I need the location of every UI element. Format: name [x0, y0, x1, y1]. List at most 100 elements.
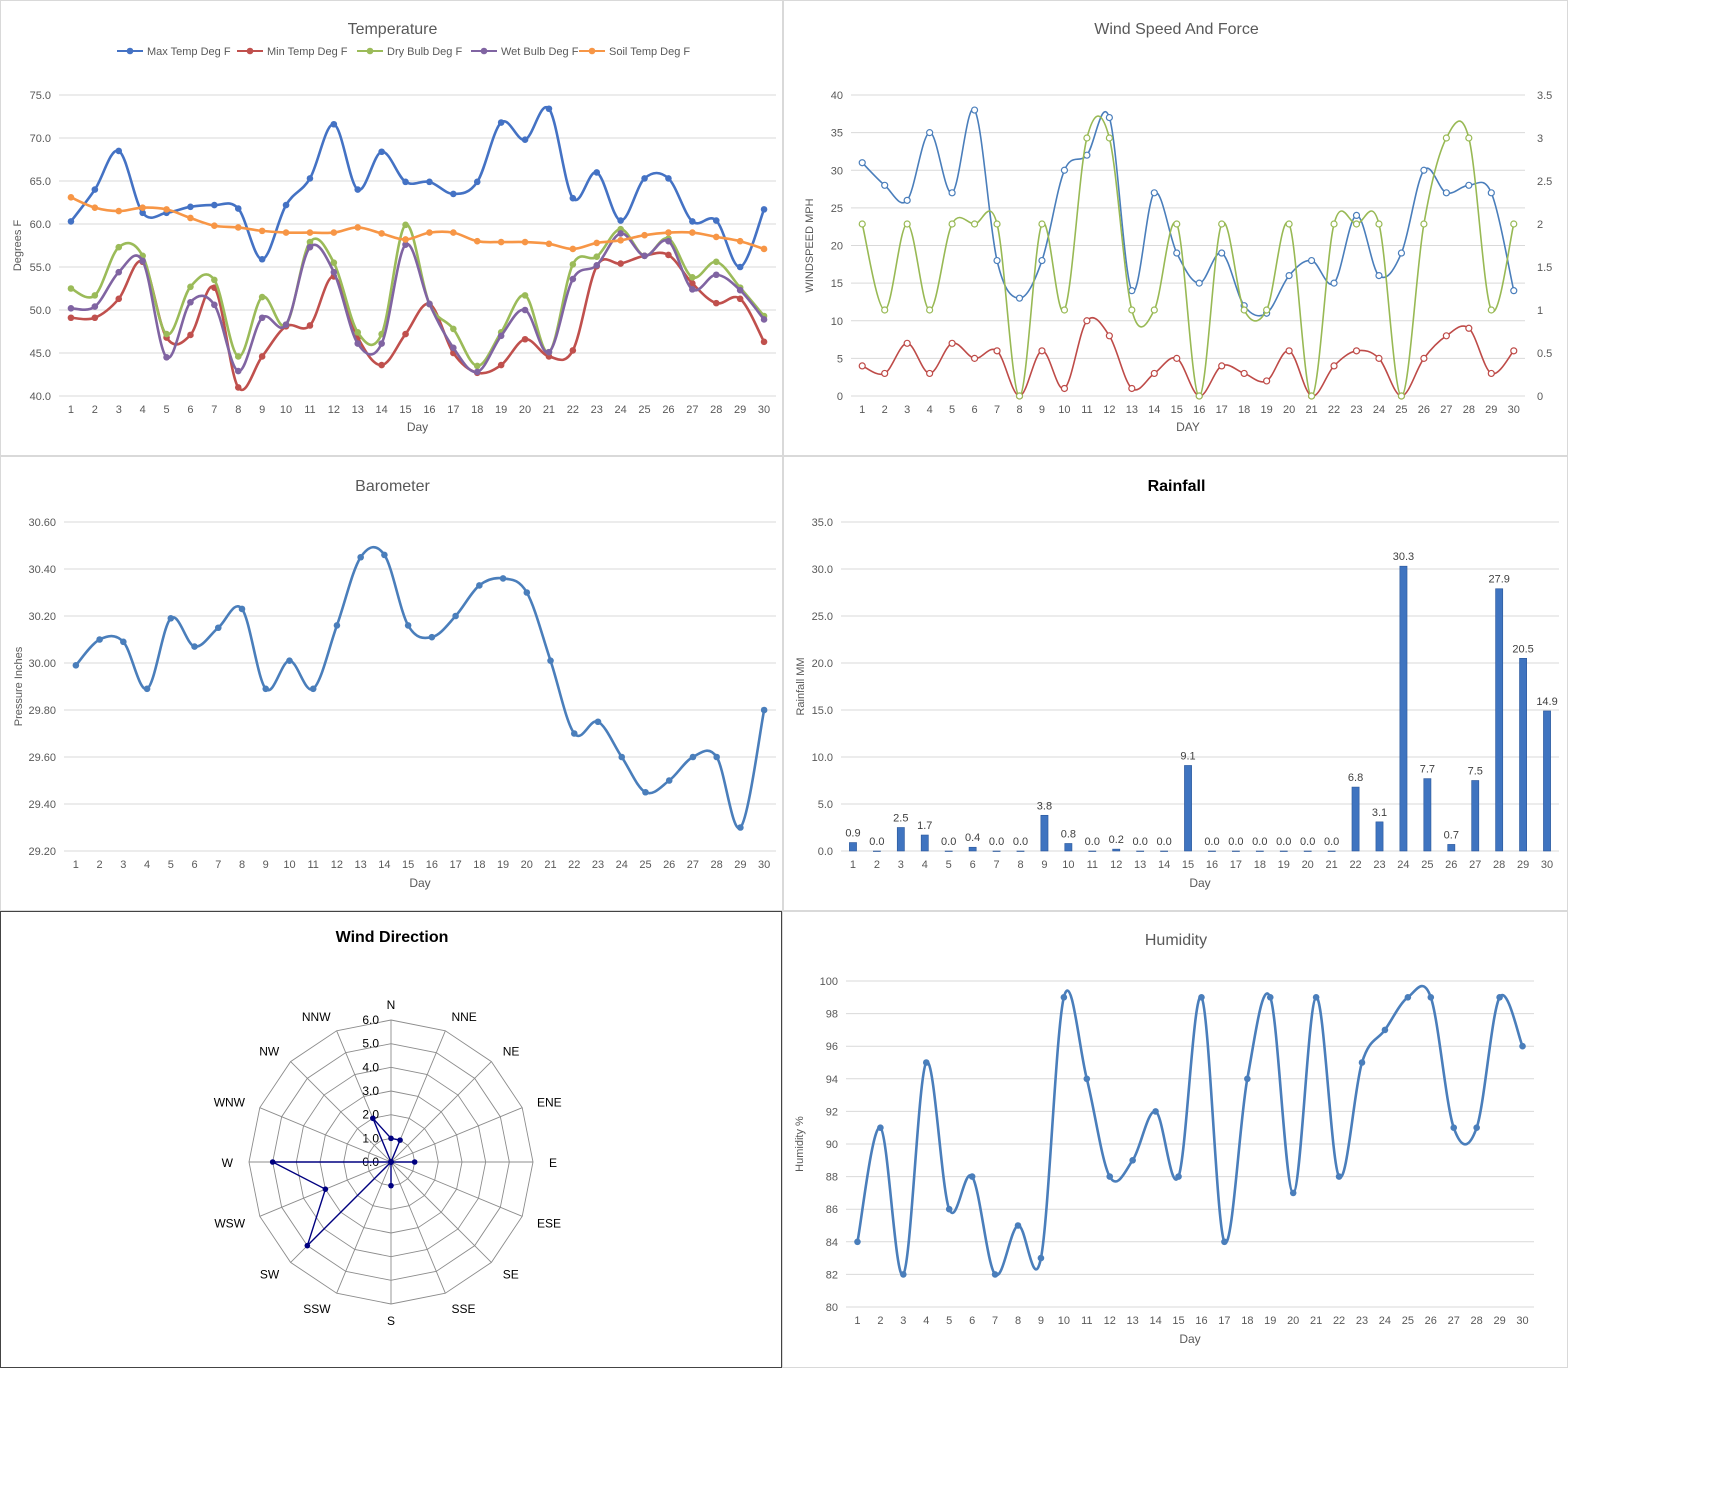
y-tick-label: 30.20	[28, 611, 56, 623]
data-label: 2.5	[893, 813, 908, 825]
chart-title: Temperature	[348, 21, 438, 38]
y-tick-label: 35.0	[812, 517, 833, 529]
category-label: N	[387, 998, 396, 1012]
y-tick-label: 65.0	[30, 176, 51, 188]
y-axis-title: Pressure Inches	[13, 646, 25, 726]
legend-marker	[480, 47, 488, 55]
data-point	[370, 1115, 376, 1122]
x-tick-label: 25	[1421, 859, 1433, 871]
category-label: E	[549, 1156, 557, 1170]
data-point	[948, 189, 956, 197]
data-point	[712, 299, 720, 307]
data-point	[926, 369, 934, 378]
data-point	[1381, 1026, 1389, 1034]
data-point	[1218, 249, 1226, 257]
data-point	[1152, 1108, 1159, 1115]
x-tick-label: 13	[352, 404, 364, 416]
data-point	[617, 230, 624, 237]
x-tick-label: 19	[1278, 859, 1290, 871]
data-point	[306, 175, 314, 182]
x-tick-label: 27	[1448, 1315, 1460, 1327]
data-point	[282, 321, 290, 328]
legend-label: Max Temp Deg F	[147, 46, 231, 58]
data-point	[970, 220, 979, 228]
data-point	[211, 222, 218, 230]
data-point	[618, 753, 626, 761]
bar	[1495, 588, 1504, 852]
x-tick-label: 6	[187, 404, 193, 416]
data-point	[545, 240, 553, 248]
x-tick-label: 7	[994, 859, 1000, 871]
data-point	[1420, 354, 1428, 362]
x-tick-label: 16	[423, 404, 435, 416]
y-axis-title: Humidity %	[794, 1116, 806, 1172]
data-point	[1240, 306, 1248, 314]
x-tick-label: 25	[639, 859, 651, 871]
data-point	[760, 338, 768, 346]
data-point	[1465, 134, 1473, 142]
data-point	[354, 186, 362, 193]
chart-title: Wind Direction	[336, 929, 449, 946]
data-label: 0.0	[1013, 836, 1028, 848]
x-tick-label: 11	[1081, 1315, 1092, 1327]
data-point	[736, 237, 744, 245]
x-tick-label: 18	[1238, 404, 1250, 416]
x-axis-title: Day	[1189, 876, 1210, 890]
chart-title: Humidity	[1145, 932, 1207, 949]
y-axis-title: WINDSPEED MPH	[804, 198, 816, 292]
data-point	[1375, 272, 1383, 280]
data-label: 0.0	[1133, 836, 1148, 848]
data-point	[1128, 287, 1136, 295]
x-tick-label: 18	[473, 859, 485, 871]
radar-spoke	[390, 1061, 492, 1163]
x-tick-label: 28	[711, 859, 723, 871]
data-point	[304, 1242, 311, 1249]
x-tick-label: 11	[1081, 404, 1092, 416]
y-tick-label: 30	[831, 165, 843, 177]
x-tick-label: 25	[1402, 1315, 1414, 1327]
x-tick-label: 14	[376, 404, 388, 416]
x-tick-label: 8	[1017, 859, 1023, 871]
data-point	[569, 275, 577, 283]
data-label: 0.0	[941, 836, 956, 848]
data-point	[211, 301, 218, 309]
data-point	[1015, 294, 1024, 302]
x-tick-label: 18	[1241, 1315, 1253, 1327]
data-point	[497, 332, 505, 340]
data-point	[330, 268, 338, 276]
y-tick-label: 80	[826, 1302, 838, 1314]
data-point	[67, 218, 75, 225]
bar	[968, 846, 977, 852]
x-tick-label: 12	[1103, 404, 1115, 416]
data-point	[926, 129, 934, 137]
y-tick-label: 88	[826, 1172, 838, 1184]
y-tick-label: 45.0	[30, 348, 51, 360]
x-tick-label: 23	[1350, 404, 1362, 416]
bar	[992, 850, 1001, 852]
data-point	[428, 633, 436, 641]
data-point	[593, 239, 601, 247]
data-point	[354, 329, 362, 336]
data-point	[736, 263, 744, 271]
data-point	[388, 1135, 394, 1142]
y-tick-label: 30.0	[812, 564, 833, 576]
data-point	[1105, 134, 1113, 142]
bar	[1375, 821, 1384, 852]
y-tick-label: 0.0	[818, 846, 833, 858]
x-tick-label: 21	[1310, 1315, 1322, 1327]
data-point	[354, 224, 362, 231]
data-point	[67, 194, 75, 201]
data-point	[993, 256, 1001, 265]
data-point	[187, 214, 194, 222]
data-point	[593, 169, 601, 176]
data-label: 0.2	[1109, 834, 1124, 846]
data-label: 9.1	[1180, 750, 1195, 762]
data-point	[993, 220, 1001, 228]
data-label: 0.0	[1276, 836, 1291, 848]
data-point	[91, 303, 99, 310]
data-point	[737, 824, 744, 831]
data-point	[617, 217, 624, 224]
data-point	[450, 344, 457, 352]
bar	[849, 842, 857, 852]
